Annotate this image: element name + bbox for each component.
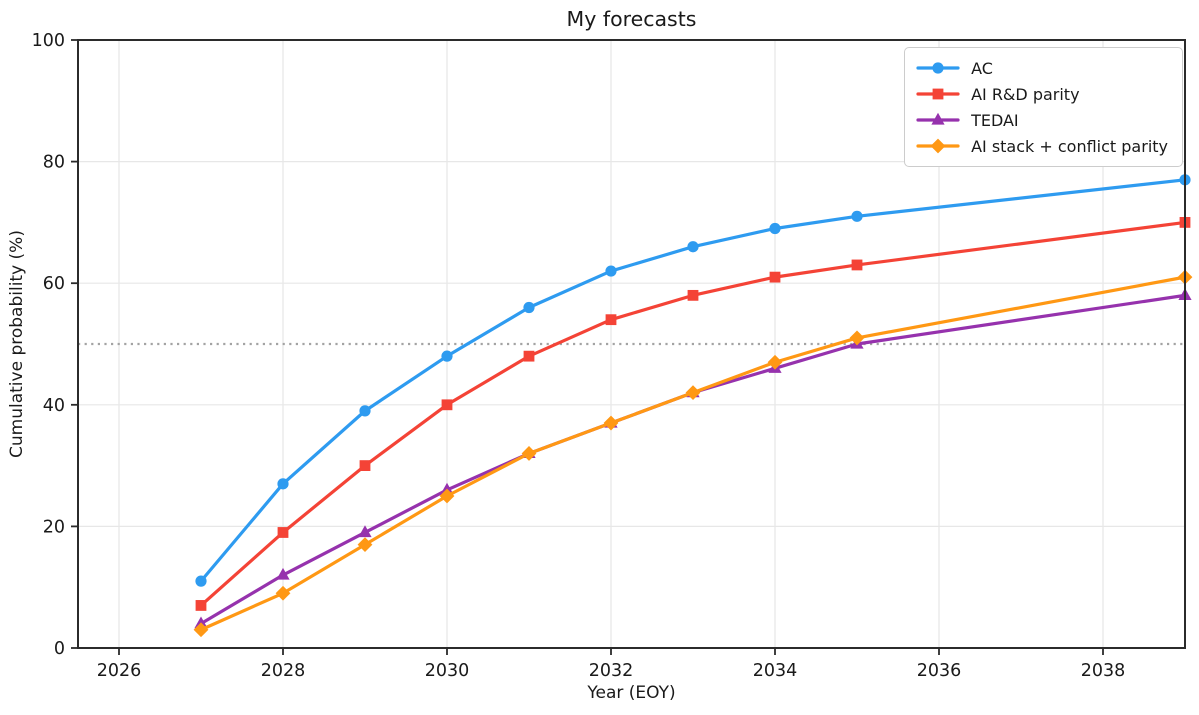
y-axis-label: Cumulative probability (%) [7, 230, 27, 458]
triangle-icon [916, 112, 960, 125]
y-tick-label: 80 [43, 153, 65, 173]
series-marker-tedai [276, 567, 290, 580]
series-marker-ai-r-d-parity [277, 527, 289, 538]
legend-label-ai-stack-conflict-parity: AI stack + conflict parity [971, 136, 1168, 156]
series-marker-ac [769, 222, 781, 235]
series-marker-ai-stack-conflict-parity [849, 330, 865, 346]
series-marker-ac [523, 301, 535, 314]
series-line-ac [199, 178, 1187, 583]
series-marker-tedai [358, 525, 372, 538]
y-tick-label: 60 [43, 274, 65, 294]
legend-label-ac: AC [971, 58, 993, 78]
legend: AC AI R&D parity TEDAI AI stack + conflict … [904, 47, 1183, 167]
series-marker-ai-stack-conflict-parity [767, 354, 783, 370]
x-tick-label: 2038 [1081, 661, 1126, 681]
series-marker-ac [605, 265, 617, 277]
series-marker-ai-stack-conflict-parity [275, 585, 291, 601]
x-tick-label: 2026 [97, 661, 142, 681]
series-marker-ac [687, 241, 699, 253]
series-marker-ai-r-d-parity [359, 460, 371, 471]
series-marker-ac [359, 405, 371, 417]
series-marker-ai-r-d-parity [195, 600, 207, 611]
series-marker-ai-r-d-parity [851, 259, 863, 271]
series-marker-ai-r-d-parity [687, 289, 699, 301]
series-marker-ai-r-d-parity [769, 271, 781, 283]
legend-item-ac: AC [915, 57, 1168, 79]
legend-label-ai-r-d-parity: AI R&D parity [971, 84, 1080, 104]
x-tick-label: 2032 [589, 661, 634, 681]
series-marker-ai-stack-conflict-parity [357, 537, 373, 553]
y-tick-label: 40 [43, 396, 65, 416]
legend-marker-diamond [930, 138, 946, 154]
x-tick-label: 2028 [261, 661, 306, 681]
x-tick-label: 2036 [917, 661, 962, 681]
y-tick-label: 0 [54, 639, 65, 659]
chart-title: My forecasts [566, 7, 697, 31]
legend-item-tedai: TEDAI [915, 109, 1168, 131]
y-tick-label: 20 [43, 517, 65, 537]
series-marker-ai-stack-conflict-parity [603, 415, 619, 431]
series-marker-ai-r-d-parity [441, 399, 453, 411]
series-marker-ai-stack-conflict-parity [439, 488, 455, 504]
x-axis-label: Year (EOY) [587, 683, 676, 703]
legend-item-ai-stack-conflict-parity: AI stack + conflict parity [915, 135, 1168, 157]
series-marker-ai-stack-conflict-parity [685, 385, 701, 401]
series-marker-ai-stack-conflict-parity [193, 622, 209, 638]
legend-marker-circle [932, 62, 944, 74]
series-marker-ac [277, 478, 289, 490]
square-icon [916, 88, 960, 100]
x-tick-label: 2030 [425, 661, 470, 681]
legend-label-tedai: TEDAI [971, 110, 1019, 130]
legend-marker-triangle [931, 112, 945, 125]
series-marker-ac [441, 350, 453, 362]
series-marker-ai-r-d-parity [523, 350, 535, 362]
legend-marker-square [932, 88, 944, 100]
series-line-ai-r-d-parity [199, 220, 1187, 608]
series-line-ai-stack-conflict-parity [199, 275, 1187, 632]
series-marker-ac [195, 575, 207, 587]
circle-icon [916, 62, 960, 74]
series-marker-ai-stack-conflict-parity [521, 446, 537, 461]
y-tick-label: 100 [32, 31, 65, 51]
series-marker-ac [851, 210, 863, 222]
plot-border [77, 39, 1186, 649]
series-marker-ai-r-d-parity [605, 314, 617, 326]
diamond-icon [916, 138, 960, 154]
legend-item-ai-r-d-parity: AI R&D parity [915, 83, 1168, 105]
x-tick-label: 2034 [753, 661, 798, 681]
